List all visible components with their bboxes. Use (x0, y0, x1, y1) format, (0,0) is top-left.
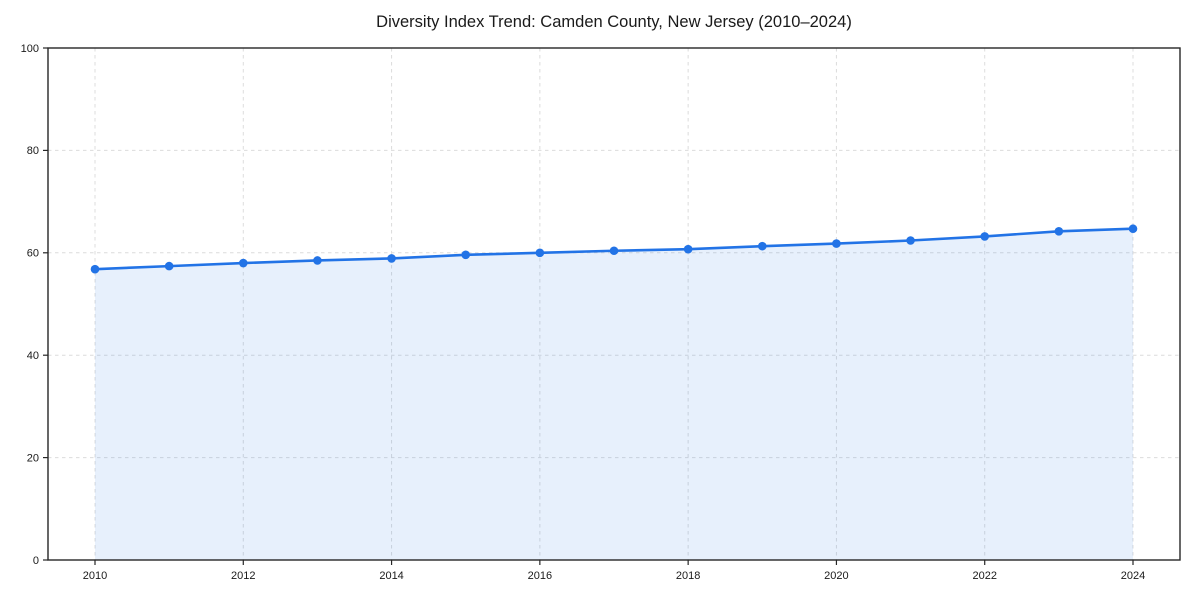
data-point-2016 (535, 248, 545, 258)
y-tick-label: 60 (27, 248, 39, 260)
x-tick-label: 2010 (83, 570, 107, 582)
chart-title: Diversity Index Trend: Camden County, Ne… (376, 13, 852, 31)
x-tick-label: 2020 (824, 570, 848, 582)
data-point-2020 (832, 239, 841, 248)
area-fill (95, 228, 1133, 560)
data-point-2024 (1128, 224, 1138, 234)
data-point-2017 (609, 246, 619, 256)
y-tick-label: 80 (27, 145, 39, 157)
y-tick-label: 100 (21, 43, 39, 55)
data-point-2011 (164, 261, 174, 271)
data-point-2010 (90, 264, 100, 274)
x-tick-label: 2022 (972, 570, 996, 582)
y-tick-label: 20 (27, 452, 39, 464)
y-tick-label: 40 (27, 350, 39, 362)
data-point-2018 (683, 244, 693, 254)
data-point-2021 (906, 236, 915, 245)
x-tick-label: 2014 (379, 570, 403, 582)
data-point-2022 (980, 232, 990, 241)
data-point-2012 (238, 258, 248, 268)
y-tick-label: 0 (33, 555, 39, 567)
data-point-2015 (461, 250, 471, 260)
x-tick-label: 2012 (231, 570, 255, 582)
data-point-2013 (313, 256, 322, 265)
x-tick-label: 2024 (1121, 570, 1145, 582)
x-tick-label: 2018 (676, 570, 700, 582)
data-point-2014 (387, 254, 396, 263)
data-point-2023 (1054, 226, 1064, 236)
x-tick-label: 2016 (528, 570, 552, 582)
plot-border (47, 47, 1181, 561)
data-point-2019 (757, 241, 767, 251)
